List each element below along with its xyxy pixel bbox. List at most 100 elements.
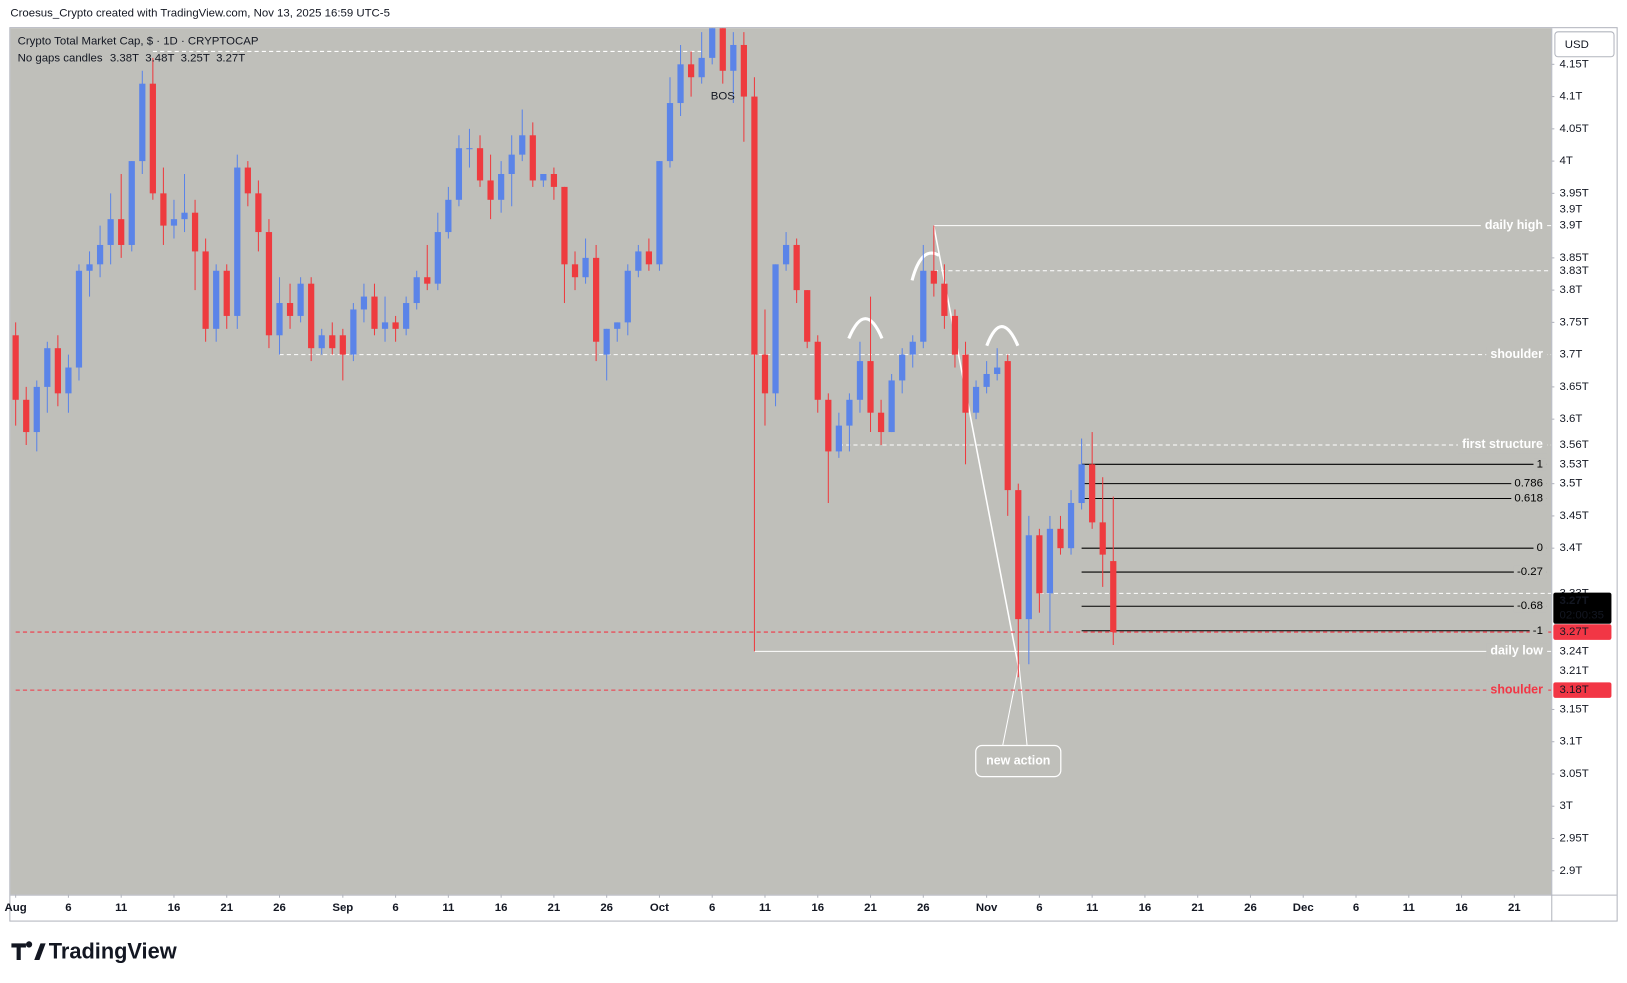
candle-body (782, 244, 790, 265)
price-label-box (1553, 201, 1612, 218)
header: Croesus_Crypto created with TradingView.… (10, 8, 390, 20)
y-tick-label: 3.8T (1560, 284, 1583, 296)
currency-button[interactable] (1554, 31, 1615, 58)
x-tick-label: 21 (864, 902, 877, 914)
fib-label-background (1529, 624, 1547, 637)
x-tick-label: 16 (495, 902, 508, 914)
x-tick-label: 26 (273, 902, 286, 914)
x-tick-label: 6 (1353, 902, 1359, 914)
price-label-box (1553, 262, 1612, 279)
candle-body (329, 335, 336, 349)
candle-body (888, 380, 895, 433)
candle-body (202, 251, 209, 329)
x-tick-label: 21 (1508, 902, 1521, 914)
candle-body (835, 425, 842, 452)
candle-body (86, 264, 93, 271)
candle-body (719, 28, 726, 71)
fib-label-background (1513, 600, 1547, 613)
fib-label-background (1511, 477, 1547, 490)
price-label-box (1553, 643, 1612, 660)
price-label: 3.27T (1560, 595, 1589, 607)
x-tick-label: 21 (1191, 902, 1204, 914)
candle-body (635, 251, 642, 271)
candle-body (730, 44, 737, 71)
y-tick-label: 3.5T (1560, 478, 1583, 490)
candle-body (761, 354, 769, 394)
candle-body (951, 315, 959, 355)
candle-body (54, 348, 61, 394)
currency-label[interactable]: USD (1565, 39, 1589, 51)
candle-body (455, 148, 463, 200)
candle-body (213, 270, 220, 329)
candle-body (571, 264, 579, 278)
candle-body (709, 28, 716, 58)
candle-body (1099, 522, 1106, 555)
fib-label-background (1511, 492, 1547, 505)
x-tick-label: Nov (976, 902, 998, 914)
x-tick-label: Sep (332, 902, 353, 914)
candle-body (392, 322, 399, 329)
candle-body (1015, 490, 1022, 620)
price-label: 3.21T (1560, 665, 1589, 677)
y-tick-label: 4.05T (1560, 123, 1589, 135)
candle-body (772, 264, 779, 394)
plot-area: daily high shoulder first structure daily l… (12, 28, 1552, 778)
fib-label: 0.618 (1514, 493, 1543, 505)
logo-text: TradingView (49, 938, 177, 963)
candle-body (149, 83, 156, 194)
candle-body (234, 167, 241, 316)
fib-label-background (1533, 458, 1547, 471)
y-tick-label: 2.9T (1560, 865, 1583, 877)
price-label: 3.24T (1560, 645, 1589, 657)
tradingview-logo: TradingView (11, 938, 177, 963)
candle-body (687, 64, 695, 78)
candle-body (128, 161, 135, 245)
candle-body (1046, 528, 1054, 594)
candle-body (466, 148, 473, 150)
level-label-background (1480, 217, 1548, 234)
callout-pointer (1001, 664, 1028, 748)
candle-body (561, 186, 568, 265)
candle-body (793, 244, 800, 291)
candle-body (677, 64, 684, 104)
x-tick-label: 11 (1086, 902, 1099, 914)
candle-body (941, 283, 948, 316)
candle-body (297, 283, 304, 316)
price-label: 3.9T (1560, 220, 1583, 232)
candle-body (139, 83, 146, 162)
fib-label: -0.68 (1517, 600, 1543, 612)
x-tick-label: 16 (811, 902, 824, 914)
level-label-background (1486, 346, 1548, 363)
candle-body (614, 322, 621, 329)
y-tick-label: 4.15T (1560, 58, 1589, 70)
candle-body (920, 270, 927, 342)
level-label-background (1486, 681, 1548, 699)
level-label-background (1457, 436, 1548, 454)
annotation-text: new action (986, 753, 1050, 767)
ohlc-value: 3.25T (181, 52, 210, 64)
chart-title: Crypto Total Market Cap, $ · 1D · CRYPTO… (18, 36, 259, 48)
candle-body (519, 135, 526, 155)
fib-label: 0 (1537, 542, 1543, 554)
y-tick-label: 3.6T (1560, 413, 1583, 425)
candle-body (360, 296, 368, 310)
x-tick-label: 6 (392, 902, 398, 914)
x-tick-label: 26 (600, 902, 613, 914)
candle-body (318, 335, 325, 349)
candle-body (1057, 528, 1064, 549)
candle-body (624, 270, 631, 323)
x-tick-label: 6 (709, 902, 715, 914)
candle-body (160, 193, 167, 226)
candle-body (445, 199, 452, 233)
x-tick-label: 26 (917, 902, 930, 914)
y-tick-label: 3.4T (1560, 542, 1583, 554)
candle-body (645, 251, 653, 265)
candle-body (476, 148, 484, 181)
candle-body (381, 322, 389, 329)
fib-label: 0.786 (1514, 478, 1543, 490)
candle-body (867, 361, 874, 413)
candle-body (487, 180, 494, 200)
x-tick-label: Aug (5, 902, 27, 914)
candle-body (308, 283, 315, 349)
